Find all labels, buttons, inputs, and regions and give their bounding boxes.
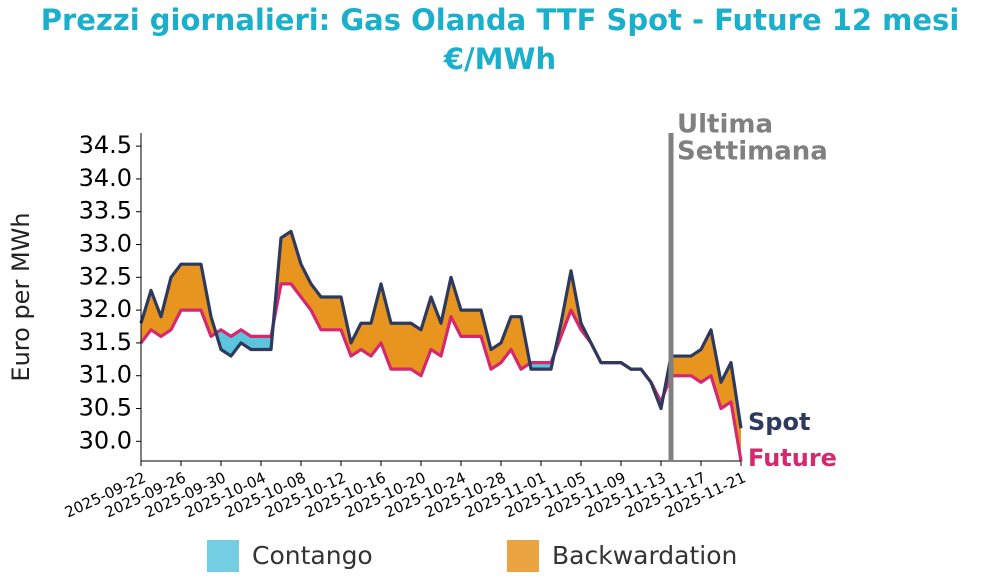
spread-fill — [511, 316, 521, 370]
y-tick-label: 33.0 — [79, 230, 132, 258]
spread-fill — [391, 323, 401, 370]
legend-label: Backwardation — [552, 541, 737, 570]
legend-label: Contango — [252, 541, 373, 570]
spread-fill — [471, 310, 481, 337]
spread-fill — [191, 264, 201, 311]
legend-swatch — [207, 540, 239, 572]
y-tick-label: 31.5 — [79, 328, 132, 356]
spread-fill — [361, 323, 371, 357]
series-label: Future — [748, 444, 837, 472]
spread-fill — [181, 264, 191, 311]
series-line — [139, 282, 743, 462]
series-label: Spot — [748, 408, 810, 436]
spread-fill — [441, 277, 451, 357]
spread-fill — [691, 349, 701, 383]
y-axis-label: Euro per MWh — [7, 212, 35, 381]
y-tick-label: 30.5 — [79, 394, 132, 422]
spread-fill — [401, 323, 411, 370]
spread-fill — [411, 323, 421, 376]
annotation: Settimana — [677, 137, 828, 167]
spread-fill — [721, 362, 731, 409]
spread-fill — [151, 290, 161, 337]
y-tick-label: 32.0 — [79, 295, 132, 323]
legend-swatch — [507, 540, 539, 572]
spread-fill — [541, 362, 551, 370]
y-tick-label: 33.5 — [79, 197, 132, 225]
y-tick-label: 34.5 — [79, 131, 132, 159]
chart-title: Prezzi giornalieri: Gas Olanda TTF Spot … — [41, 3, 960, 37]
spread-fill — [531, 362, 541, 370]
chart-subtitle: €/MWh — [443, 42, 556, 76]
spread-fill — [371, 283, 381, 357]
spread-fill — [431, 297, 441, 357]
y-tick-label: 34.0 — [79, 164, 132, 192]
spread-fill — [321, 297, 331, 330]
spread-fill — [261, 336, 271, 350]
spread-fill — [681, 356, 691, 376]
spread-fill — [251, 336, 261, 350]
y-tick-label: 30.0 — [79, 426, 132, 454]
spread-fill — [291, 231, 301, 297]
spread-fill — [701, 329, 711, 383]
spread-fill — [461, 310, 471, 337]
annotation: Ultima — [677, 110, 773, 140]
y-tick-label: 32.5 — [79, 262, 132, 290]
spread-fill — [281, 231, 291, 284]
spread-fill — [331, 297, 341, 330]
series-line — [139, 229, 743, 429]
y-tick-label: 31.0 — [79, 361, 132, 389]
